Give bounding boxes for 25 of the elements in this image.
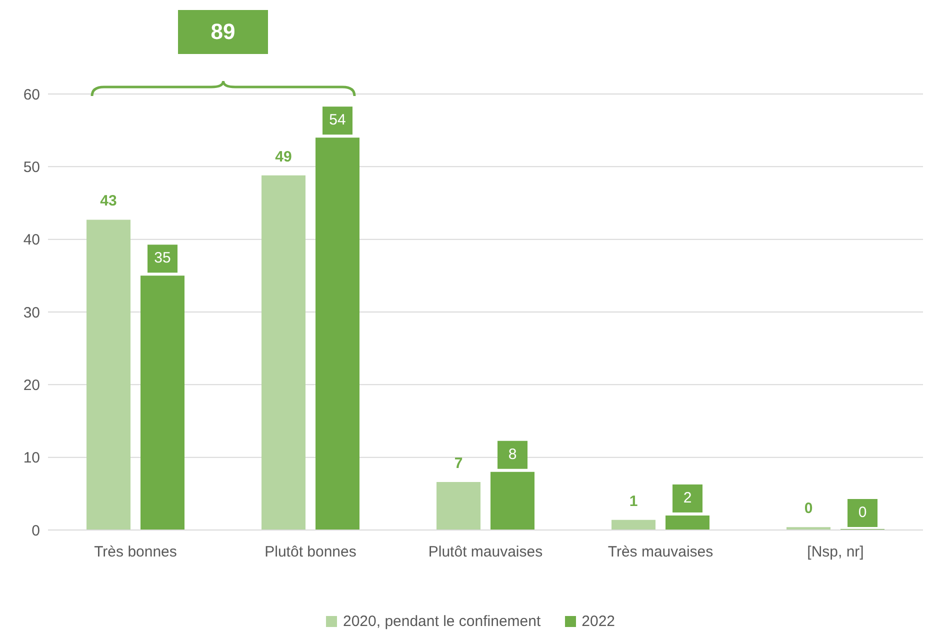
x-tick-label: [Nsp, nr] bbox=[807, 544, 864, 561]
y-tick-label: 0 bbox=[32, 522, 40, 540]
data-label: 35 bbox=[154, 250, 171, 267]
y-tick-label: 50 bbox=[23, 158, 40, 176]
legend-label: 2020, pendant le confinement bbox=[342, 613, 541, 630]
data-label: 0 bbox=[804, 500, 813, 518]
data-label: 0 bbox=[858, 504, 867, 521]
y-tick-label: 60 bbox=[23, 86, 40, 104]
legend-label: 2022 bbox=[582, 613, 616, 630]
x-tick-label: Très bonnes bbox=[94, 544, 177, 561]
x-tick-label: Plutôt mauvaises bbox=[428, 544, 543, 561]
y-tick-label: 20 bbox=[23, 376, 40, 394]
data-label: 8 bbox=[508, 446, 517, 463]
y-tick-label: 30 bbox=[23, 304, 40, 322]
data-label: 1 bbox=[629, 492, 638, 510]
data-label: 2 bbox=[683, 489, 692, 506]
y-tick-label: 40 bbox=[23, 232, 40, 249]
data-label: 49 bbox=[275, 148, 292, 166]
data-label: 54 bbox=[329, 112, 346, 129]
x-tick-label: Très mauvaises bbox=[608, 544, 714, 561]
y-tick-label: 10 bbox=[23, 450, 40, 467]
x-tick-label: Plutôt bonnes bbox=[264, 544, 356, 561]
text: 89 bbox=[178, 10, 268, 54]
data-label: 7 bbox=[454, 455, 463, 472]
data-label: 43 bbox=[100, 192, 117, 210]
